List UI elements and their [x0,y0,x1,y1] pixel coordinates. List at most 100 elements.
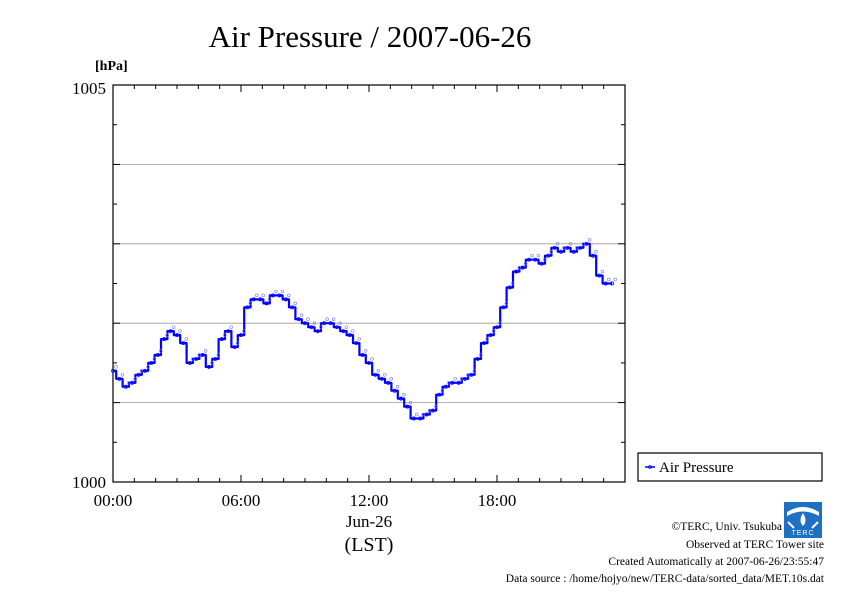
data-point-scatter-60 [498,321,502,325]
y-tick-label-max: 1005 [72,79,106,98]
data-point-scatter-34 [331,317,336,321]
data-point-scatter-73 [581,242,585,246]
data-point-32 [315,329,320,334]
data-point-2 [123,384,128,389]
data-point-35 [335,325,339,330]
data-point-13 [194,356,199,361]
logo-caption: TERC [791,530,815,537]
data-point-scatter-2 [127,381,131,385]
data-point-69 [552,245,557,250]
data-point-scatter-5 [146,365,150,369]
data-point-39 [360,353,365,357]
x-tick-label-2: 12:00 [350,491,389,510]
data-point-scatter-65 [530,253,534,258]
data-point-58 [482,341,487,345]
data-point-scatter-52 [447,381,451,385]
footer-data-source: Data source : /home/hojyo/new/TERC-data/… [505,573,824,585]
data-point-1 [117,376,122,381]
data-point-scatter-26 [280,289,285,294]
data-point-8 [162,337,167,342]
data-point-43 [386,380,391,385]
legend: Air Pressure [637,452,823,482]
data-point-20 [239,333,243,338]
data-point-scatter-8 [165,333,169,337]
data-point-61 [501,305,506,310]
legend-marker-swatch [648,465,652,469]
data-point-scatter-32 [319,325,323,329]
data-point-scatter-71 [568,242,573,246]
chart-title: Air Pressure / 2007-06-26 [209,19,532,54]
data-point-scatter-55 [466,373,470,377]
data-point-scatter-4 [139,369,144,373]
data-point-30 [303,321,307,326]
data-point-38 [354,341,359,345]
x-axis-sublabel: (LST) [345,534,394,556]
data-point-33 [322,321,327,326]
data-point-60 [495,325,499,330]
data-point-scatter-49 [427,408,432,413]
data-point-scatter-56 [472,369,477,373]
data-point-scatter-76 [600,269,605,274]
data-point-scatter-46 [408,400,413,405]
data-point-45 [399,396,403,401]
x-tick-label-1: 06:00 [222,491,261,510]
data-point-scatter-45 [402,392,406,397]
data-point-scatter-75 [594,250,598,254]
data-point-36 [341,329,346,334]
data-point-55 [463,376,467,381]
data-point-11 [181,341,186,345]
data-point-74 [584,241,589,246]
data-point-73 [578,245,583,250]
plot-frame [112,84,626,483]
data-point-28 [290,305,295,310]
data-point-17 [219,337,224,342]
data-point-19 [232,345,237,349]
data-point-scatter-36 [344,325,349,329]
data-point-scatter-38 [357,337,361,341]
data-point-22 [251,297,256,302]
x-tick-labels: 00:00 06:00 12:00 18:00 [94,491,517,510]
data-point-scatter-54 [459,377,464,381]
terc-logo [784,502,822,538]
data-point-59 [488,333,493,338]
data-point-76 [597,273,602,278]
data-point-5 [143,368,147,373]
data-point-scatter-15 [210,361,214,365]
data-point-scatter-39 [363,349,368,353]
data-point-scatter-17 [223,333,227,337]
data-point-scatter-28 [293,301,297,306]
data-point-scatter-61 [504,301,509,306]
legend-entry-air-pressure: Air Pressure [659,460,734,476]
data-point-34 [328,321,333,326]
data-point-scatter-67 [543,257,547,262]
data-point-scatter-37 [351,329,355,333]
data-point-56 [469,372,474,377]
data-point-6 [149,360,154,365]
axis-ticks [112,84,626,483]
data-point-scatter-66 [536,253,541,258]
data-point-16 [213,356,218,361]
data-point-54 [456,380,461,385]
data-point-scatter-35 [338,321,342,325]
data-point-scatter-62 [511,281,515,286]
data-point-66 [533,257,538,262]
data-point-49 [424,412,429,417]
data-point-scatter-74 [587,238,592,242]
data-point-57 [475,356,480,361]
data-point-scatter-27 [287,293,291,298]
data-point-70 [559,249,563,254]
data-point-scatter-64 [523,261,528,266]
footer-observed: Observed at TERC Tower site [685,539,824,551]
data-point-12 [187,360,192,365]
data-point-18 [226,329,231,334]
data-point-scatter-23 [261,293,265,298]
data-point-51 [437,392,442,397]
data-point-scatter-30 [306,317,310,321]
data-point-scatter-63 [517,265,521,270]
data-point-62 [507,285,512,290]
data-point-scatter-29 [299,313,304,317]
data-point-scatter-12 [191,357,195,361]
data-point-scatter-19 [235,341,240,345]
data-point-scatter-16 [216,353,221,357]
